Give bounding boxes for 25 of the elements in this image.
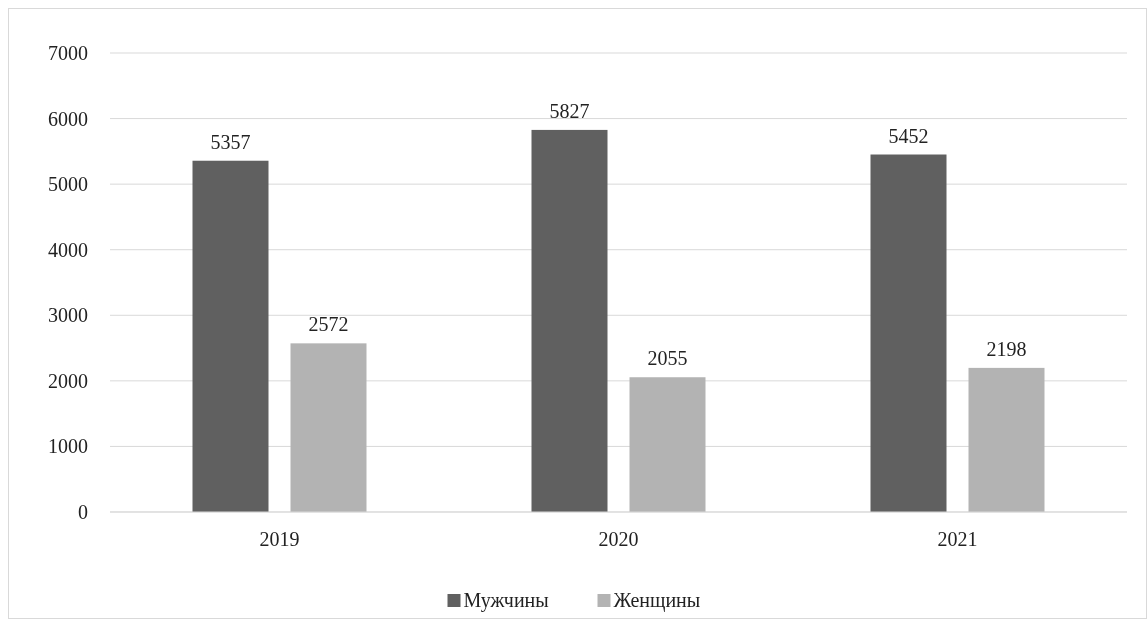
data-label: 5452 [888, 124, 929, 147]
bar [968, 367, 1045, 512]
legend-label: Женщины [613, 589, 701, 612]
data-label: 2198 [986, 337, 1027, 360]
data-label: 2572 [308, 313, 349, 336]
y-tick-label: 4000 [48, 238, 88, 261]
x-tick-label: 2020 [598, 528, 639, 550]
y-tick-label: 3000 [48, 304, 88, 327]
y-tick-label: 7000 [48, 42, 88, 64]
bar [531, 129, 608, 512]
x-tick-label: 2019 [259, 528, 300, 550]
x-tick-label: 2021 [937, 528, 978, 550]
y-tick-label: 6000 [48, 107, 88, 130]
data-label: 2055 [647, 347, 688, 370]
y-tick-label: 5000 [48, 173, 88, 196]
legend-label: Мужчины [463, 589, 549, 612]
bar [290, 343, 367, 512]
y-tick-label: 2000 [48, 369, 88, 392]
data-label: 5357 [210, 130, 251, 153]
bar [870, 154, 947, 512]
bar [192, 160, 269, 512]
y-tick-label: 1000 [48, 435, 88, 458]
bar [629, 377, 706, 512]
y-tick-label: 0 [78, 501, 88, 523]
data-label: 5827 [549, 99, 590, 122]
